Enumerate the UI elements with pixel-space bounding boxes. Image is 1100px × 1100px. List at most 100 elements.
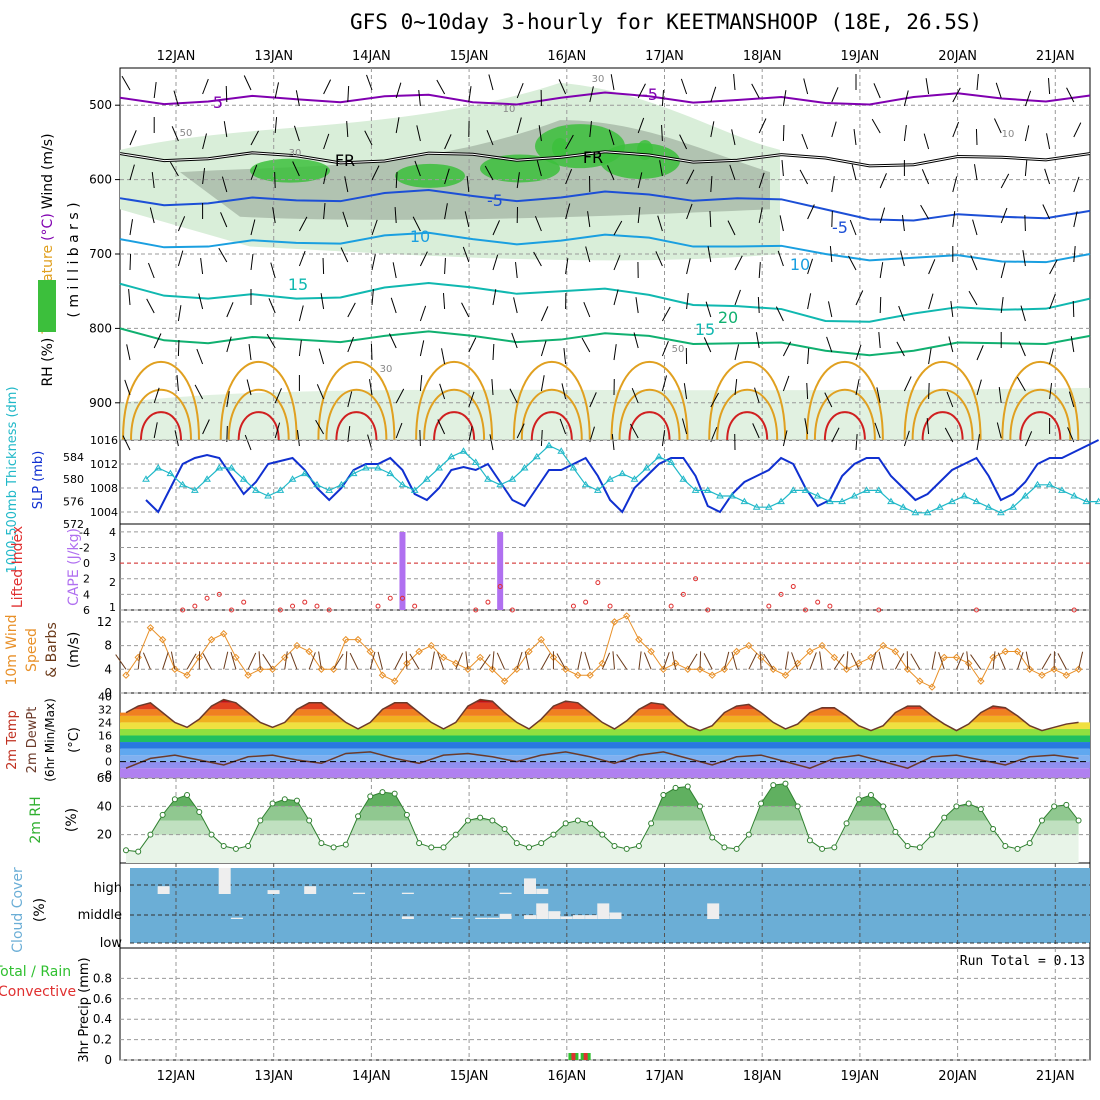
- surface-isotherm: [921, 411, 964, 441]
- wind-barb: [340, 247, 349, 263]
- wind-barb: [466, 176, 470, 193]
- wind-speed-point: [366, 647, 374, 656]
- wind-barb-10m: [333, 653, 344, 670]
- wind-barb: [1000, 262, 1006, 279]
- thickness-point: [716, 492, 724, 499]
- surface-isotherm: [716, 388, 779, 441]
- thickness-point: [361, 464, 370, 471]
- wind-barb: [129, 219, 133, 236]
- contour-label: 15: [695, 320, 715, 339]
- rh2m-point: [1075, 817, 1082, 824]
- wind-barb: [468, 391, 475, 408]
- rh2m-point: [587, 820, 594, 827]
- wind-barb: [1066, 87, 1075, 103]
- wind-speed-point: [586, 671, 594, 679]
- wind-barb-10m: [699, 651, 702, 670]
- upper-ylabel-unit: ( m i l l i b a r s ): [66, 202, 82, 317]
- wind-barb-10m: [345, 651, 348, 670]
- rh2m-point: [550, 831, 557, 838]
- rh2m-point: [684, 783, 691, 790]
- wind-speed-point: [415, 647, 423, 656]
- wind-barb: [388, 333, 397, 349]
- rh-area-surface: [120, 387, 1090, 440]
- wind-barb: [661, 340, 669, 357]
- rh2m-point: [635, 843, 642, 849]
- wind-barb: [637, 83, 646, 99]
- wind-barb-10m: [662, 652, 670, 670]
- wind-barb: [419, 305, 427, 322]
- wind-speed-point: [647, 647, 655, 656]
- li-point: [680, 591, 686, 597]
- wind-speed-point: [818, 641, 826, 650]
- rh2m-point: [135, 848, 142, 855]
- wind-barb: [153, 82, 157, 99]
- thickness-point: [337, 480, 346, 488]
- li-point: [668, 603, 674, 609]
- wind-barb: [1044, 168, 1051, 185]
- li-point: [607, 603, 613, 609]
- wind-barb: [316, 384, 325, 400]
- wind-speed-point: [842, 665, 851, 673]
- wind-barb: [831, 121, 837, 138]
- thickness-point: [752, 503, 761, 510]
- wind-barb: [807, 258, 814, 275]
- precip-tick-label: 0.4: [93, 1012, 112, 1026]
- wind-barb: [540, 375, 545, 392]
- date-label-top: 18JAN: [743, 49, 782, 64]
- wind-speed-point: [781, 671, 790, 679]
- rh-shading: [120, 82, 1090, 440]
- wind-barb: [220, 212, 228, 228]
- rh2m-point: [452, 831, 459, 838]
- wind-barb: [559, 418, 567, 435]
- thickness-point: [777, 497, 785, 505]
- date-label-bottom: 20JAN: [938, 1069, 977, 1084]
- wind-barb: [250, 219, 256, 236]
- ytick-label: 900: [89, 396, 112, 410]
- rh2m-point: [464, 817, 471, 824]
- rh2m-point: [1014, 845, 1021, 852]
- wind-barb-10m: [223, 651, 229, 670]
- wind-speed-point: [219, 630, 228, 638]
- wind-barb-10m: [409, 653, 420, 670]
- wind-barb: [610, 74, 615, 91]
- wind-barb: [126, 344, 131, 361]
- wind-barb: [661, 430, 666, 447]
- date-label-top: 19JAN: [841, 49, 880, 64]
- cloud-bar: [597, 903, 610, 919]
- wind-speed-point: [720, 665, 729, 673]
- contour-label: 30: [592, 74, 605, 85]
- wind-barb: [831, 210, 833, 228]
- wind-barb: [827, 301, 833, 318]
- wind-barb: [1020, 305, 1026, 322]
- rh2m-point: [1063, 801, 1070, 808]
- wind-speed-point: [977, 677, 985, 685]
- rh-area-green: [637, 140, 653, 160]
- rh2m-band: [126, 820, 1079, 835]
- temp-band: [120, 742, 1090, 749]
- wind-barb: [635, 297, 639, 314]
- thickness-point: [850, 492, 859, 499]
- rh2m-point: [526, 844, 533, 851]
- wind-speed-point: [940, 653, 948, 662]
- temp-tick-label: 32: [98, 703, 112, 716]
- rh2m-point: [709, 834, 716, 841]
- wind-barb: [323, 79, 332, 95]
- wind-barb: [661, 375, 668, 392]
- li-point: [583, 599, 589, 605]
- wind-barb-10m: [723, 651, 730, 670]
- wind-barb: [998, 387, 1002, 404]
- date-label-bottom: 12JAN: [157, 1069, 196, 1084]
- thickness-point: [178, 480, 187, 488]
- wind-barb: [758, 207, 763, 224]
- contour-label: 5: [213, 93, 223, 112]
- wind-barb: [202, 168, 206, 185]
- wind-speed-point: [171, 665, 179, 673]
- rh2m-point: [281, 796, 288, 803]
- wind-barb: [177, 216, 186, 232]
- thickness-point: [410, 486, 419, 493]
- thickness-point: [1058, 486, 1066, 493]
- thickness-point: [227, 464, 236, 471]
- wind-barb: [223, 121, 228, 138]
- temp-band: [120, 755, 1090, 762]
